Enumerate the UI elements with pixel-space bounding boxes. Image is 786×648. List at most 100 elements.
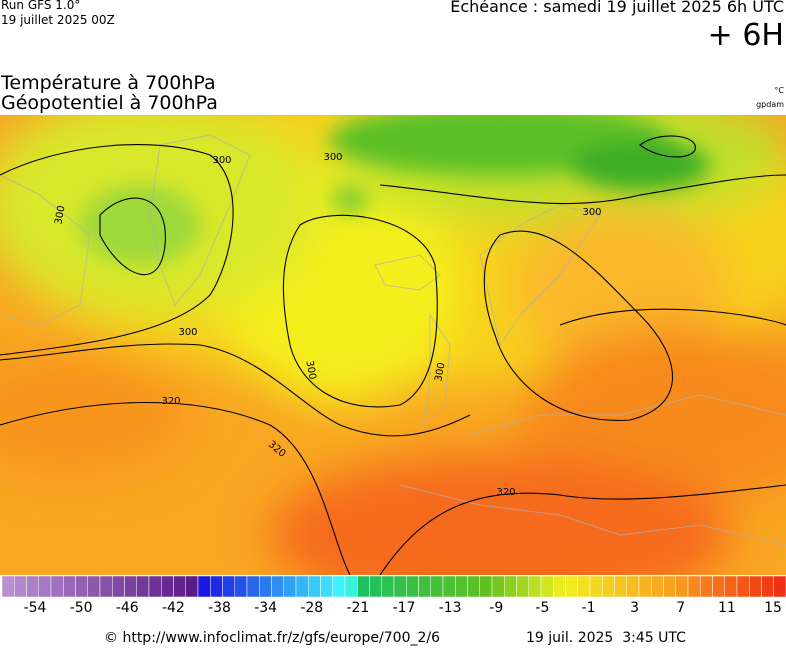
colorbar-cell	[283, 575, 297, 598]
colorbar-label: -34	[254, 600, 277, 616]
colorbar-cell	[259, 575, 272, 598]
colorbar: -54 -50 -46 -42 -38 -34 -28 -21 -17 -13 -9 -5 -1 3 7 11…	[1, 575, 786, 616]
colorbar-cell	[663, 575, 676, 598]
colorbar-cell	[516, 575, 529, 598]
temperature-field	[0, 115, 786, 575]
unit-temperature: °C	[774, 86, 784, 95]
title-temperature: Température à 700hPa	[1, 72, 216, 94]
colorbar-cell	[700, 575, 713, 598]
colorbar-cell	[369, 575, 382, 598]
contour-label: 320	[161, 396, 180, 407]
colorbar-label: -13	[439, 600, 462, 616]
colorbar-cell	[197, 575, 211, 598]
colorbar-cell	[540, 575, 554, 598]
colorbar-label: -17	[393, 600, 416, 616]
colorbar-cell	[577, 575, 591, 598]
colorbar-cell	[602, 575, 615, 598]
colorbar-label: -50	[70, 600, 93, 616]
colorbar-cell	[773, 575, 786, 598]
colorbar-label: -1	[582, 600, 596, 616]
colorbar-cell	[504, 575, 517, 598]
colorbar-label: 7	[676, 600, 685, 616]
colorbar-cell	[614, 575, 627, 598]
colorbar-label: -21	[346, 600, 369, 616]
colorbar-label: -5	[535, 600, 549, 616]
colorbar-cell	[14, 575, 27, 598]
colorbar-cell	[185, 575, 199, 598]
colorbar-cells	[1, 575, 786, 598]
colorbar-cell	[553, 575, 566, 598]
colorbar-cell	[136, 575, 150, 598]
contour-label: 300	[178, 327, 197, 338]
colorbar-cell	[761, 575, 774, 598]
colorbar-cell	[1, 575, 15, 598]
colorbar-cell	[271, 575, 284, 598]
cold-cores	[80, 115, 710, 265]
colorbar-cell	[344, 575, 358, 598]
colorbar-cell	[148, 575, 162, 598]
colorbar-label: -28	[300, 600, 323, 616]
colorbar-cell	[295, 575, 309, 598]
colorbar-cell	[75, 575, 88, 598]
colorbar-cell	[332, 575, 346, 598]
colorbar-cell	[651, 575, 664, 598]
colorbar-cell	[210, 575, 223, 598]
contour-label: 300	[303, 360, 317, 381]
colorbar-cell	[38, 575, 52, 598]
colorbar-cell	[87, 575, 101, 598]
colorbar-label: -38	[208, 600, 231, 616]
colorbar-label: -46	[116, 600, 139, 616]
source-link: © http://www.infoclimat.fr/z/gfs/europe/…	[104, 630, 441, 646]
colorbar-cell	[99, 575, 113, 598]
contour-label: 300	[53, 205, 67, 226]
colorbar-cell	[712, 575, 725, 598]
colorbar-label: 15	[764, 600, 782, 616]
colorbar-cell	[320, 575, 333, 598]
contours	[0, 135, 786, 575]
colorbar-cell	[455, 575, 468, 598]
colorbar-cell	[50, 575, 64, 598]
colorbar-cell	[308, 575, 321, 598]
colorbar-cell	[736, 575, 750, 598]
run-label: Run GFS 1.0°	[1, 0, 81, 12]
run-date: 19 juillet 2025 00Z	[1, 13, 115, 27]
colorbar-cell	[246, 575, 260, 598]
colorbar-cell	[479, 575, 493, 598]
colorbar-cell	[442, 575, 456, 598]
colorbar-cell	[63, 575, 76, 598]
colorbar-cell	[173, 575, 186, 598]
echeance: Echéance : samedi 19 juillet 2025 6h UTC	[450, 0, 784, 16]
timestamp: 19 juil. 2025 3:45 UTC	[526, 630, 686, 646]
colorbar-cell	[589, 575, 603, 598]
colorbar-cell	[491, 575, 505, 598]
colorbar-cell	[357, 575, 370, 598]
colorbar-cell	[749, 575, 762, 598]
colorbar-cell	[467, 575, 480, 598]
contour-label: 320	[496, 487, 515, 498]
contour-label: 300	[433, 362, 447, 383]
colorbar-label: 3	[630, 600, 639, 616]
contour-label: 300	[582, 207, 601, 218]
colorbar-cell	[222, 575, 235, 598]
colorbar-cell	[528, 575, 542, 598]
colorbar-cell	[430, 575, 444, 598]
colorbar-cell	[381, 575, 395, 598]
colorbar-label: -54	[24, 600, 47, 616]
offset: + 6H	[707, 18, 784, 53]
colorbar-cell	[26, 575, 39, 598]
colorbar-cell	[565, 575, 578, 598]
colorbar-labels: -54 -50 -46 -42 -38 -34 -28 -21 -17 -13 -9 -5 -1 3 7 11…	[24, 600, 782, 616]
colorbar-cell	[724, 575, 738, 598]
colorbar-label: -42	[162, 600, 185, 616]
colorbar-cell	[687, 575, 701, 598]
colorbar-cell	[638, 575, 652, 598]
contour-label: 300	[323, 152, 342, 163]
colorbar-cell	[234, 575, 248, 598]
colorbar-cell	[393, 575, 407, 598]
colorbar-cell	[124, 575, 137, 598]
colorbar-label: 11	[718, 600, 736, 616]
colorbar-cell	[675, 575, 689, 598]
contour-label: 300	[212, 155, 231, 166]
